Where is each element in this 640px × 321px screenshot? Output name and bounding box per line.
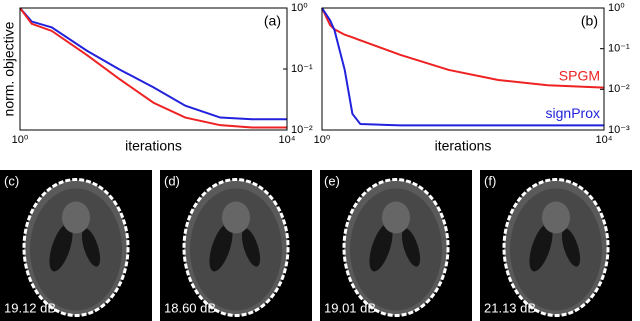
phantom-image: (d) 18.60 dB: [160, 170, 312, 321]
brain: [510, 188, 602, 311]
ventricle-left: [529, 223, 553, 272]
upper-spot: [542, 201, 570, 234]
y-tick-label: 10⁻²: [608, 83, 630, 95]
x-tick-label: 10⁰: [314, 134, 331, 146]
y-tick-label: 10⁰: [291, 2, 308, 14]
brain: [190, 188, 282, 311]
x-tick-label: 10⁰: [12, 134, 29, 146]
ventricle-left: [49, 223, 73, 272]
series-label: signProx: [546, 105, 600, 121]
image-caption: 19.12 dB: [4, 300, 56, 315]
ventricle-right: [561, 228, 581, 267]
image-caption: 21.13 dB: [484, 300, 536, 315]
ventricle-left: [209, 223, 233, 272]
panel-label: (b): [581, 13, 598, 29]
ventricle-left: [369, 223, 393, 272]
series-label: SPGM: [559, 67, 600, 83]
upper-spot: [382, 201, 410, 234]
ventricle-right: [401, 228, 421, 267]
upper-spot: [222, 201, 250, 234]
ventricle-right: [241, 228, 261, 267]
plot-frame: [19, 7, 288, 131]
panel-label: (a): [264, 13, 281, 29]
label-backdrop: [0, 170, 26, 192]
image-label: (e): [324, 173, 340, 188]
y-tick-label: 10⁻¹: [608, 43, 630, 55]
y-axis-label: norm. objective: [1, 21, 17, 116]
upper-spot: [62, 201, 90, 234]
label-backdrop: [160, 170, 186, 192]
x-tick-label: 10⁴: [596, 134, 613, 146]
image-label: (d): [164, 173, 180, 188]
y-tick-label: 10⁻²: [291, 124, 313, 136]
image-caption: 19.01 dB: [324, 300, 376, 315]
series-line: [19, 7, 287, 121]
series-line: [19, 7, 287, 129]
x-axis-label: iterations: [435, 138, 492, 154]
y-tick-label: 10⁻¹: [291, 63, 313, 75]
label-backdrop: [480, 170, 506, 192]
brain: [30, 188, 122, 311]
phantom-image: (e) 19.01 dB: [320, 170, 472, 321]
x-tick-label: 10⁴: [279, 134, 296, 146]
y-tick-label: 10⁻³: [608, 124, 630, 136]
y-tick-label: 10⁰: [608, 2, 625, 14]
x-axis-label: iterations: [125, 138, 182, 154]
image-caption: 18.60 dB: [164, 300, 216, 315]
phantom-image: (c) 19.12 dB: [0, 170, 152, 321]
image-label: (c): [4, 173, 19, 188]
plot-frame: [321, 7, 605, 131]
series-line: [321, 7, 604, 127]
brain: [350, 188, 442, 311]
ventricle-right: [81, 228, 101, 267]
image-label: (f): [484, 173, 496, 188]
label-backdrop: [320, 170, 346, 192]
phantom-image: (f) 21.13 dB: [480, 170, 632, 321]
